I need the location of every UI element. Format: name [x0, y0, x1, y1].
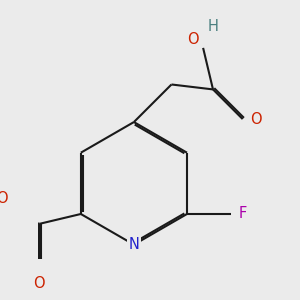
Text: O: O [34, 276, 45, 291]
Text: H: H [208, 19, 218, 34]
Text: O: O [250, 112, 261, 127]
Text: F: F [238, 206, 247, 221]
Text: O: O [0, 191, 8, 206]
Text: O: O [188, 32, 199, 47]
Text: N: N [128, 237, 139, 252]
